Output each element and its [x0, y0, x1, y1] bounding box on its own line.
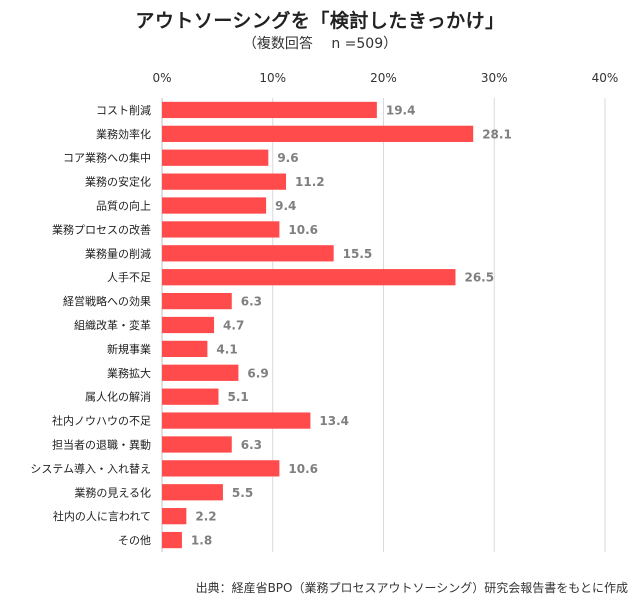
category-label: 組織改革・変革 [74, 318, 151, 332]
category-label: 新規事業 [107, 342, 151, 356]
bar [162, 197, 267, 214]
bar [162, 149, 269, 166]
bar [162, 269, 456, 286]
data-label: 5.5 [232, 486, 253, 500]
bar [162, 340, 208, 358]
bar [162, 508, 187, 525]
data-label: 4.7 [223, 319, 244, 333]
category-label: 業務の安定化 [85, 175, 151, 189]
x-tick-label: 10% [259, 71, 286, 85]
bar [162, 316, 215, 334]
bar [162, 221, 280, 238]
category-label: 担当者の退職・異動 [52, 437, 151, 451]
category-label: 業務プロセスの改善 [52, 222, 151, 236]
data-label: 28.1 [482, 127, 512, 141]
category-label: 業務効率化 [96, 127, 151, 141]
category-label: 社内の人に言われて [53, 509, 151, 523]
category-label: 経営戦略への効果 [63, 294, 151, 308]
bar [162, 388, 219, 405]
data-label: 10.6 [288, 462, 318, 476]
data-label: 10.6 [288, 223, 318, 237]
bar [162, 173, 287, 190]
bar [162, 531, 182, 549]
chart-subtitle: （複数回答 n =509） [242, 36, 398, 52]
bar [162, 436, 232, 453]
chart-title: アウトソーシングを「検討したきっかけ」 [135, 10, 505, 32]
data-label: 9.6 [277, 151, 298, 165]
category-label: 社内ノウハウの不足 [52, 414, 151, 428]
data-label: 4.1 [216, 342, 237, 356]
data-label: 6.3 [241, 295, 262, 309]
data-label: 11.2 [295, 175, 325, 189]
category-label: その他 [118, 534, 151, 547]
bar [162, 101, 377, 119]
x-tick-label: 0% [152, 71, 171, 85]
data-label: 6.3 [241, 438, 262, 452]
data-label: 26.5 [464, 271, 494, 285]
bar [162, 460, 280, 477]
data-label: 13.4 [319, 414, 349, 428]
category-label: 属人化の解消 [85, 390, 151, 404]
bar [162, 245, 334, 262]
source-note: 出典：経産省BPO（業務プロセスアウトソーシング）研究会報告書をもとに作成 [195, 581, 628, 595]
data-label: 6.9 [247, 366, 268, 380]
x-tick-label: 20% [370, 71, 397, 85]
data-label: 2.2 [195, 510, 216, 524]
data-label: 9.4 [275, 199, 296, 213]
bar [162, 364, 239, 381]
category-label: コア業務への集中 [63, 151, 151, 165]
category-label: 人手不足 [107, 270, 151, 284]
data-label: 19.4 [386, 103, 416, 117]
category-label: 業務の見える化 [74, 485, 151, 499]
bar [162, 484, 223, 501]
x-tick-label: 30% [481, 71, 508, 85]
bar [162, 292, 232, 310]
data-label: 1.8 [191, 534, 212, 548]
category-label: 業務量の削減 [85, 246, 151, 260]
category-label: システム導入・入れ替え [30, 461, 151, 475]
data-label: 15.5 [343, 247, 373, 261]
category-label: コスト削減 [96, 103, 151, 117]
category-label: 品質の向上 [96, 199, 151, 213]
data-label: 5.1 [227, 390, 248, 404]
category-label: 業務拡大 [107, 366, 151, 380]
x-tick-label: 40% [592, 71, 619, 85]
bar [162, 412, 311, 429]
bar [162, 125, 474, 142]
